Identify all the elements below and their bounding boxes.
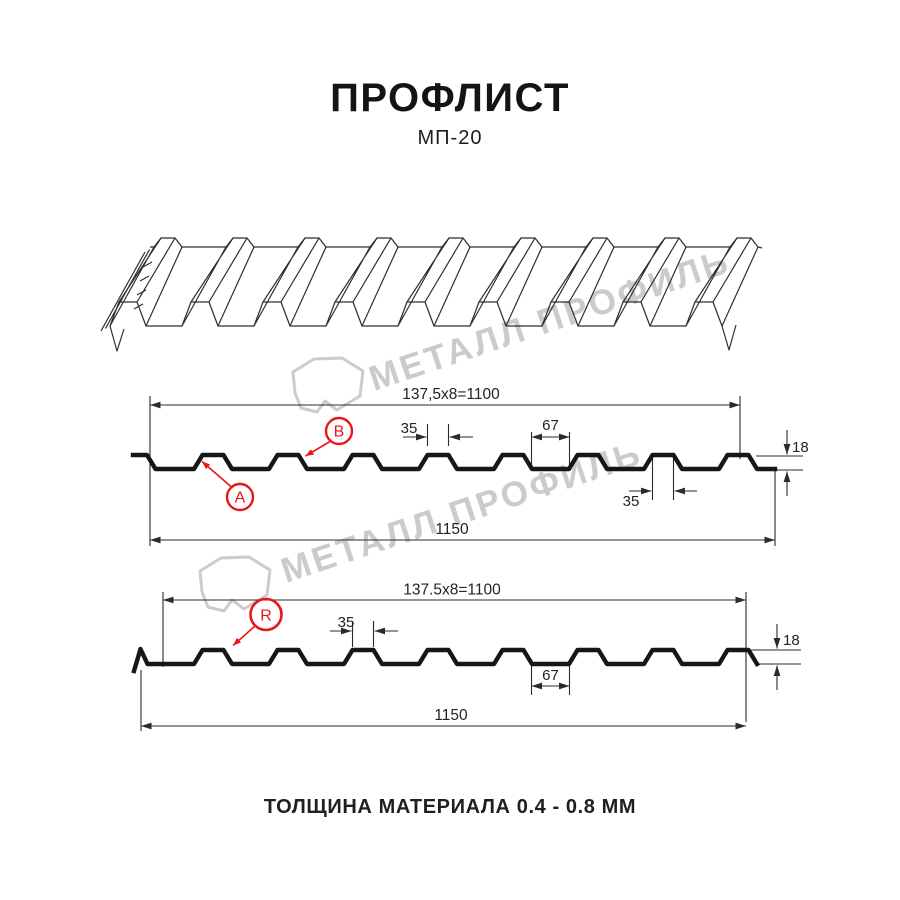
sheet-cut-edge bbox=[100, 249, 737, 352]
dim-label-modules: 137.5x8=1100 bbox=[403, 582, 501, 599]
dim-label-height: 18 bbox=[783, 632, 800, 649]
profile-3d-view bbox=[100, 237, 763, 352]
callout-r-arrow bbox=[232, 625, 256, 647]
dim-label-height: 18 bbox=[792, 439, 809, 456]
dim-label-rib-top: 35 bbox=[338, 614, 355, 631]
callout-b-circle bbox=[324, 416, 354, 446]
callout-r-label: R bbox=[260, 608, 272, 625]
dim-label-total-width: 1150 bbox=[435, 521, 469, 538]
profile-model-label: МП-20 bbox=[417, 127, 483, 149]
callout-b-arrow bbox=[305, 440, 331, 457]
brand-logo-icon bbox=[291, 356, 365, 414]
callout-r: R bbox=[232, 597, 283, 647]
material-thickness-note: ТОЛЩИНА МАТЕРИАЛА 0.4 - 0.8 ММ bbox=[263, 796, 637, 818]
watermark-brand-text: МЕТАЛЛ ПРОФИЛЬ bbox=[364, 242, 735, 399]
page-title: ПРОФЛИСТ bbox=[330, 76, 570, 120]
sheet-far-edge bbox=[150, 237, 763, 249]
dim-label-rib-top: 35 bbox=[401, 420, 418, 437]
callout-a-arrow bbox=[201, 460, 233, 488]
cross-section-figure-1: 137,5x8=1100 35 67 35 1150 18 A B bbox=[130, 386, 809, 546]
callout-b: B bbox=[305, 416, 354, 457]
dim-label-valley: 67 bbox=[542, 667, 559, 684]
brand-logo-icon bbox=[198, 555, 272, 613]
dim-label-modules: 137,5x8=1100 bbox=[402, 386, 500, 403]
profile-outline bbox=[130, 452, 778, 472]
callout-r-circle bbox=[249, 597, 283, 632]
cross-section-figure-2: 137.5x8=1100 35 67 1150 18 R bbox=[131, 582, 801, 731]
callout-a-circle bbox=[225, 482, 255, 512]
extension-lines bbox=[140, 592, 801, 731]
dim-label-valley: 67 bbox=[542, 417, 559, 434]
callout-b-label: B bbox=[334, 424, 345, 441]
dim-label-rib-top-lower: 35 bbox=[623, 493, 640, 510]
sheet-rib-lines bbox=[109, 237, 759, 327]
profile-outline bbox=[131, 646, 761, 674]
callout-a-label: A bbox=[235, 490, 246, 507]
callout-a: A bbox=[201, 460, 255, 512]
extension-lines bbox=[149, 396, 803, 546]
dim-label-total-width: 1150 bbox=[434, 707, 468, 724]
sheet-near-edge bbox=[109, 301, 723, 327]
